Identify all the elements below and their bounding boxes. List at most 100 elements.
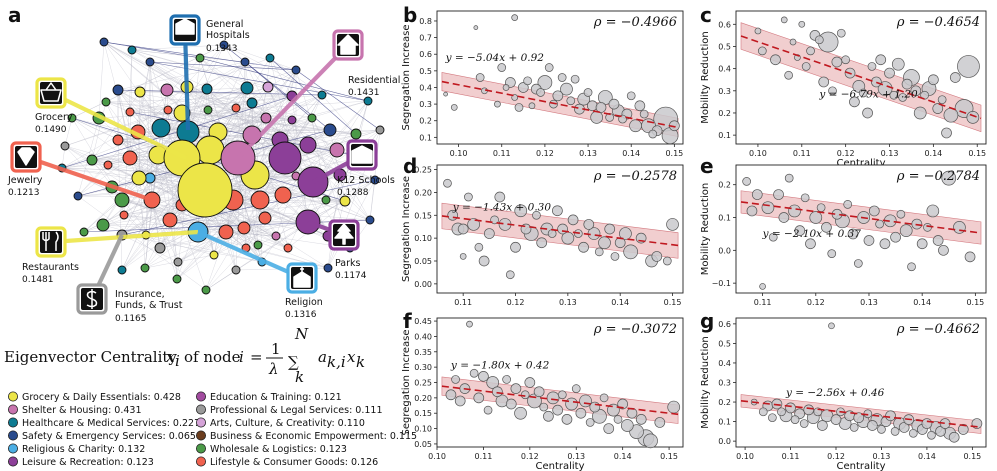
legend-label: Shelter & Housing: 0.431 [22, 405, 142, 416]
scatter-point [514, 406, 527, 420]
panel-letter: e [700, 154, 714, 178]
rho-label: ρ = −0.4662 [896, 322, 980, 337]
scatter-point [910, 85, 922, 97]
callout-name: Grocery [35, 112, 73, 123]
y-tick-label: 0.40 [414, 332, 432, 341]
network-edge [77, 195, 207, 291]
rho-label: ρ = −0.2578 [593, 169, 677, 184]
school-icon [351, 145, 373, 164]
scatter-point [836, 28, 846, 38]
scatter-point [483, 405, 493, 415]
scatter-point [908, 428, 918, 438]
network-node [218, 224, 234, 240]
scatter-point [941, 127, 952, 139]
dollar-icon [86, 289, 98, 309]
scatter-point [648, 129, 658, 139]
scatter-point [809, 211, 823, 224]
scatter-point [788, 204, 801, 218]
scatter-point [505, 398, 517, 410]
scatter-point [871, 76, 882, 88]
rho-label: ρ = −0.3072 [593, 322, 677, 337]
panel-f: f 0.10 0.11 0.12 0.13 0.14 0.15 0.05 0.10 0.15 0.2… [401, 309, 684, 471]
network-node [154, 242, 166, 254]
scatter-point [928, 74, 939, 86]
callout-value: 0.1174 [335, 271, 367, 281]
regression-line [441, 215, 679, 247]
scatter-point [583, 88, 593, 97]
scatter-point [784, 173, 794, 183]
network-node [262, 81, 274, 93]
scatter-point [785, 402, 796, 414]
x-tick-label: 0.10 [428, 452, 446, 461]
scatter-point [497, 63, 507, 72]
network-node [321, 195, 331, 205]
network-edge [129, 157, 183, 206]
callout-connector [182, 29, 191, 131]
callout-value: 0.1431 [348, 88, 380, 98]
callout-name: K12 Schools [337, 175, 395, 186]
network-edge [223, 44, 297, 71]
formula-sigma: ∑ [288, 353, 299, 371]
x-tick-label: 0.13 [860, 298, 878, 307]
network-node [122, 150, 138, 166]
x-tick-label: 0.11 [782, 452, 800, 461]
network-edge [98, 41, 105, 119]
callout-value: 0.1343 [206, 44, 238, 54]
scatter-point [867, 62, 877, 71]
regression-line [441, 80, 679, 129]
formula-lambda: λ [268, 360, 279, 378]
y-tick-label: 0.2 [718, 398, 731, 407]
scatter-point [483, 228, 495, 239]
scatter-point [604, 223, 616, 235]
callout-connector [50, 91, 187, 160]
y-tick-label: 0.2 [718, 181, 731, 190]
y-tick-label: 0.1 [718, 214, 731, 223]
scatter-point [533, 386, 545, 398]
scatter-point [552, 404, 564, 416]
scatter-point [761, 201, 775, 215]
regression-line [740, 400, 982, 429]
scatter-point [539, 402, 549, 412]
church-icon [293, 267, 311, 288]
scatter-point [827, 249, 837, 258]
category-legend: Grocery & Daily Essentials: 0.428 Shelter… [7, 391, 417, 468]
scatter-point [514, 204, 528, 218]
scatter-point [847, 228, 859, 240]
scatter-point [557, 223, 568, 235]
scatter-point [798, 20, 806, 28]
legend-label: Leisure & Recreation: 0.123 [22, 457, 154, 468]
scatter-point [746, 205, 758, 217]
scatter-point [502, 84, 510, 91]
scatter-point [505, 270, 515, 280]
regression-line [441, 385, 679, 416]
scatter-point [607, 403, 620, 417]
formula-a-sub: k,i [327, 353, 346, 371]
scatter-point [896, 209, 906, 219]
network-node [99, 37, 109, 47]
callout-residential: Residential 0.1431 [236, 29, 400, 160]
scatter-point [867, 420, 878, 431]
network-edge-strong [199, 57, 369, 102]
network-node [370, 175, 380, 185]
scatter-point [565, 397, 578, 411]
network-edge-strong [269, 57, 357, 135]
network-edge [369, 129, 381, 221]
legend-label: Business & Economic Empowerment: 0.115 [210, 431, 417, 442]
y-tick-label: 0.05 [414, 257, 432, 266]
network-edge [123, 49, 133, 216]
scatter-point [841, 55, 850, 65]
scatter-point [443, 178, 452, 188]
network-graph [57, 37, 385, 295]
scatter-point [831, 56, 843, 68]
scatter-point [613, 415, 623, 424]
network-node [329, 142, 345, 158]
eigenvector-formula: Eigenvector Centrality x i of node i = 1… [4, 325, 365, 386]
scatter-point [828, 322, 835, 330]
formula-xk: x [347, 348, 356, 366]
scatter-point [780, 16, 788, 24]
callout-restaurants: Restaurants 0.1481 [22, 226, 199, 285]
y-tick-label: 0.20 [414, 188, 432, 197]
y-tick-label: 0.5 [718, 42, 731, 51]
network-edge [131, 49, 281, 141]
